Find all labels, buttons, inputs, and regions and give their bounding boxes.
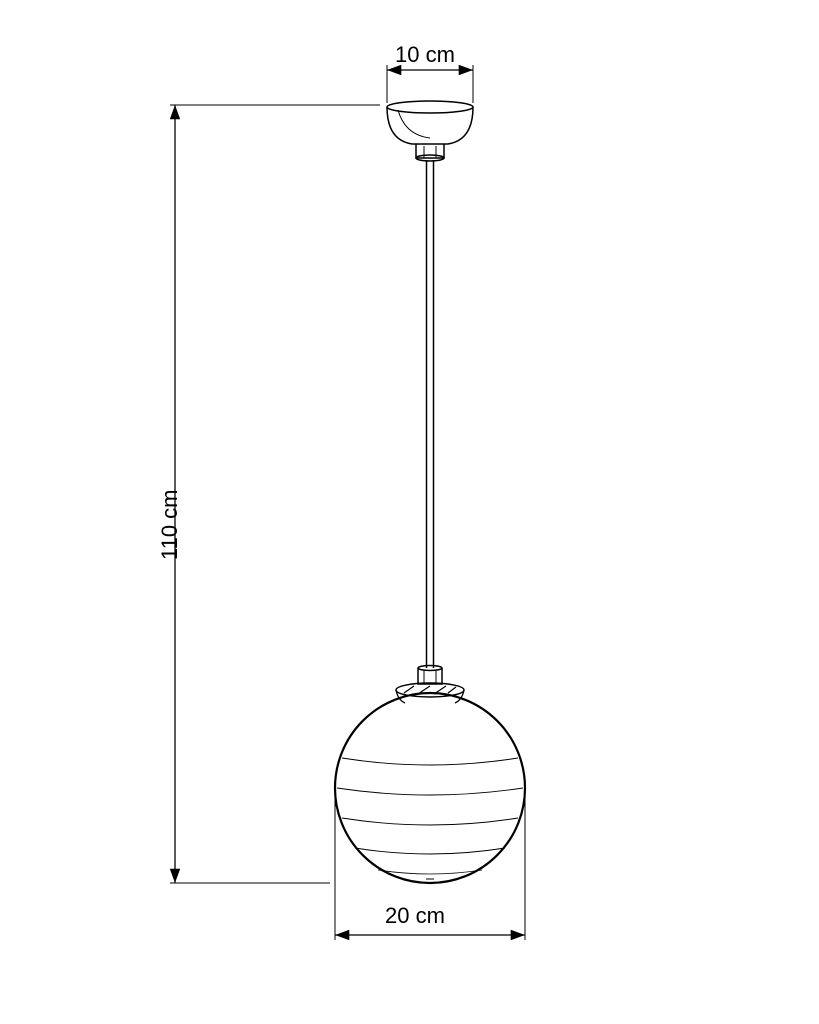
label-total-height: 110 cm	[157, 489, 183, 560]
label-globe-width: 20 cm	[385, 903, 445, 929]
rod	[427, 160, 434, 668]
label-canopy-width: 10 cm	[395, 42, 455, 68]
lamp	[335, 101, 525, 883]
globe	[335, 693, 525, 883]
dimensions	[170, 65, 525, 940]
diagram-canvas: 10 cm 110 cm 20 cm	[0, 0, 819, 1024]
collar-top	[416, 144, 444, 161]
collar-bottom	[418, 666, 442, 685]
dim-total-height	[170, 105, 380, 883]
canopy	[387, 101, 473, 144]
dim-canopy-width	[387, 65, 473, 103]
lamp-drawing	[0, 0, 819, 1024]
